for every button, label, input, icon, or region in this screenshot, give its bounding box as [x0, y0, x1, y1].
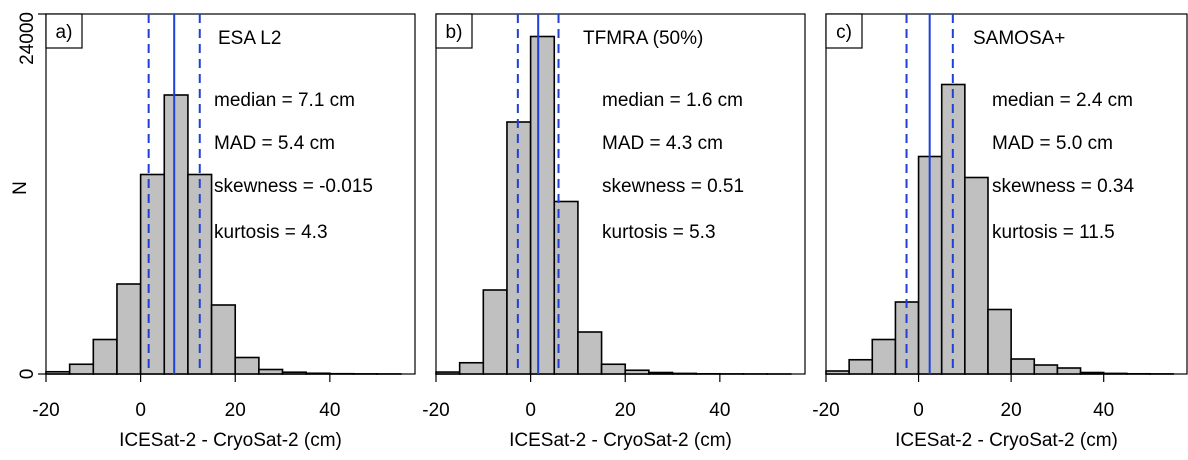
- x-tick-label: 40: [1093, 400, 1114, 421]
- histogram-bar: [625, 370, 649, 374]
- stat-text: MAD = 4.3 cm: [602, 133, 723, 154]
- histogram-bar: [649, 373, 673, 375]
- histogram-bar: [93, 340, 117, 375]
- panel-2: -20 0 20 40 ICESat-2 - CryoSat-2 (cm) b) TFMRA…: [422, 14, 805, 451]
- histogram-bar: [164, 95, 188, 374]
- panel-title: SAMOSA+: [973, 28, 1065, 49]
- histogram-bar: [1057, 368, 1080, 374]
- x-tick-label: -20: [422, 400, 449, 421]
- histogram-bar: [673, 373, 697, 374]
- x-tick-label: 40: [319, 400, 340, 421]
- panel-label: b): [446, 22, 463, 43]
- x-axis-title: ICESat-2 - CryoSat-2 (cm): [509, 430, 732, 451]
- stat-text: median = 2.4 cm: [992, 90, 1133, 111]
- stat-text: kurtosis = 5.3: [602, 222, 716, 243]
- x-tick-label: -20: [812, 400, 839, 421]
- panel-3: -20 0 20 40 ICESat-2 - CryoSat-2 (cm) c) SAMOS…: [812, 14, 1187, 451]
- stat-text: skewness = 0.51: [602, 176, 744, 197]
- panel-label: a): [56, 22, 73, 43]
- histogram-bar: [1034, 365, 1057, 374]
- histogram-bar: [826, 371, 849, 374]
- panel-title: ESA L2: [218, 28, 281, 49]
- x-tick-label: 0: [525, 400, 536, 421]
- x-tick-label: 0: [913, 400, 924, 421]
- histogram-bar: [988, 310, 1011, 375]
- panel-1: -20 0 20 40 ICESat-2 - CryoSat-2 (cm) a) ESA L…: [17, 12, 415, 451]
- x-tick-label: 20: [1001, 400, 1022, 421]
- x-tick-label: -20: [32, 400, 59, 421]
- y-tick-label: 24000: [17, 12, 38, 65]
- histogram-bar: [259, 370, 283, 375]
- histogram-bar: [306, 373, 330, 374]
- stat-text: MAD = 5.0 cm: [992, 133, 1113, 154]
- histogram-bar: [602, 364, 626, 374]
- stat-text: kurtosis = 11.5: [992, 222, 1115, 243]
- histogram-bar: [1011, 359, 1034, 374]
- y-tick-label: 0: [17, 369, 38, 380]
- stat-text: kurtosis = 4.3: [214, 222, 328, 243]
- histogram-bar: [46, 372, 70, 374]
- histogram-bar: [212, 305, 236, 374]
- panel-title: TFMRA (50%): [583, 28, 703, 49]
- stat-text: median = 7.1 cm: [214, 90, 355, 111]
- histogram-bar: [141, 175, 165, 375]
- histogram-bar: [283, 372, 307, 374]
- histogram-bar: [436, 372, 460, 374]
- histogram-bar: [70, 364, 94, 374]
- stat-text: skewness = -0.015: [214, 176, 373, 197]
- x-tick-label: 0: [135, 400, 146, 421]
- histogram-bar: [872, 340, 895, 375]
- histogram-bar: [578, 332, 602, 374]
- histogram-bar: [460, 363, 484, 374]
- histogram-bar: [849, 360, 872, 374]
- panel-label: c): [836, 22, 852, 43]
- histogram-bar: [235, 358, 259, 375]
- histogram-bar: [531, 37, 555, 375]
- histogram-bar: [117, 284, 141, 374]
- x-tick-label: 20: [615, 400, 636, 421]
- histogram-bar: [483, 290, 507, 374]
- stat-text: MAD = 5.4 cm: [214, 133, 335, 154]
- x-axis-title: ICESat-2 - CryoSat-2 (cm): [119, 430, 342, 451]
- stat-text: median = 1.6 cm: [602, 90, 743, 111]
- x-tick-label: 20: [225, 400, 246, 421]
- y-axis-label: N: [10, 181, 31, 195]
- stat-text: skewness = 0.34: [992, 176, 1134, 197]
- x-tick-label: 40: [709, 400, 730, 421]
- x-axis-title: ICESat-2 - CryoSat-2 (cm): [895, 430, 1118, 451]
- histogram-bar: [1104, 373, 1127, 374]
- histogram-bar: [1081, 373, 1104, 375]
- histogram-bar: [965, 178, 988, 375]
